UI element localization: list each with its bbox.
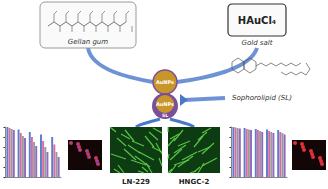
svg-text:Gold salt: Gold salt — [242, 39, 273, 47]
svg-text:AuNPs: AuNPs — [156, 79, 174, 85]
svg-text:Gellan gum: Gellan gum — [68, 38, 108, 46]
svg-text:HNGC-2: HNGC-2 — [179, 178, 210, 186]
svg-text:AuNPs: AuNPs — [156, 101, 174, 107]
svg-text:SL: SL — [162, 113, 168, 118]
svg-text:HAuCl₄: HAuCl₄ — [238, 15, 276, 26]
svg-text:Sophorolipid (SL): Sophorolipid (SL) — [232, 94, 292, 102]
svg-text:LN-229: LN-229 — [122, 178, 150, 186]
